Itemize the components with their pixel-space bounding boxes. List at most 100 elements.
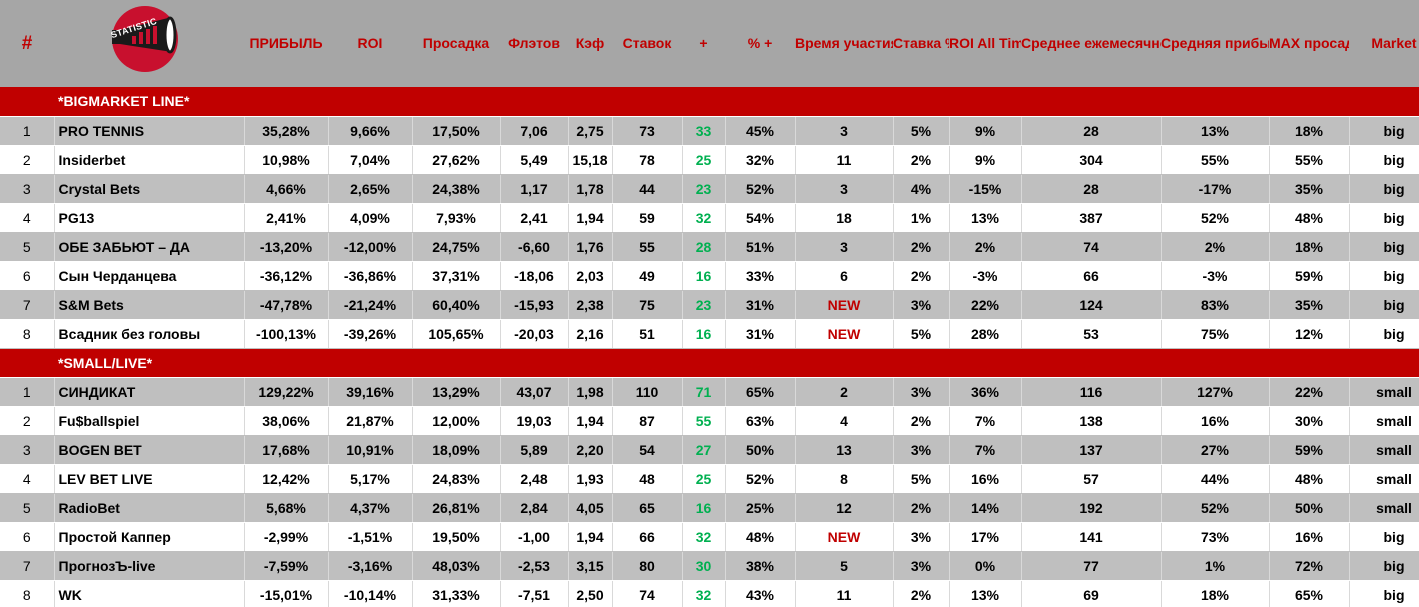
logo-cell: STATISTIC (54, 0, 244, 87)
cell-flats: 5,49 (500, 145, 569, 175)
cell-stake-percent: 1% (893, 203, 950, 233)
cell-roi-all-time: 14% (949, 493, 1022, 523)
cell-profit: -47,78% (244, 290, 329, 320)
cell-stake-percent: 3% (893, 377, 950, 407)
cell-drawdown: 13,29% (412, 377, 501, 407)
cell-stake-percent: 5% (893, 116, 950, 146)
cell-name: S&M Bets (54, 290, 245, 320)
cell-bets: 75 (612, 290, 683, 320)
cell-market: small (1349, 435, 1419, 465)
cell-avg-profit: 16% (1161, 406, 1270, 436)
header-odds: Кэф (575, 35, 605, 51)
cell-months: 5 (795, 551, 894, 581)
cell-avg-profit: 52% (1161, 203, 1270, 233)
cell-bets: 44 (612, 174, 683, 204)
cell-odds: 2,16 (568, 319, 613, 349)
cell-roi-all-time: 7% (949, 406, 1022, 436)
cell-avg-monthly-bets: 74 (1021, 232, 1162, 262)
cell-avg-profit: 75% (1161, 319, 1270, 349)
cell-stake-percent: 3% (893, 290, 950, 320)
cell-stake-percent: 2% (893, 493, 950, 523)
cell-roi-all-time: 0% (949, 551, 1022, 581)
cell-market: big (1349, 522, 1419, 552)
cell-profit: 2,41% (244, 203, 329, 233)
cell-drawdown: 7,93% (412, 203, 501, 233)
cell-plus: 25 (682, 145, 726, 175)
cell-max-drawdown: 18% (1269, 116, 1350, 146)
cell-stake-percent: 5% (893, 319, 950, 349)
cell-avg-monthly-bets: 57 (1021, 464, 1162, 494)
cell-roi: -12,00% (328, 232, 413, 262)
cell-roi: 4,37% (328, 493, 413, 523)
cell-drawdown: 17,50% (412, 116, 501, 146)
cell-odds: 1,93 (568, 464, 613, 494)
header-market: Market (1371, 35, 1417, 51)
cell-flats: 2,84 (500, 493, 569, 523)
cell-odds: 2,03 (568, 261, 613, 291)
cell-plus: 71 (682, 377, 726, 407)
cell-avg-profit: 127% (1161, 377, 1270, 407)
section-title: *BIGMARKET LINE* (0, 87, 1419, 117)
cell-stake-percent: 3% (893, 522, 950, 552)
cell-profit: -2,99% (244, 522, 329, 552)
cell-plus-percent: 38% (725, 551, 796, 581)
cell-plus-percent: 45% (725, 116, 796, 146)
cell-roi: -21,24% (328, 290, 413, 320)
cell-max-drawdown: 65% (1269, 580, 1350, 607)
cell-bets: 78 (612, 145, 683, 175)
cell-max-drawdown: 72% (1269, 551, 1350, 581)
cell-plus-percent: 32% (725, 145, 796, 175)
cell-drawdown: 18,09% (412, 435, 501, 465)
header-row: # STATISTIC ПРИБЫЛЬ ROI Просадка (0, 0, 1419, 87)
cell-odds: 1,76 (568, 232, 613, 262)
cell-stake-percent: 5% (893, 464, 950, 494)
cell-rank: 4 (0, 464, 55, 494)
cell-stake-percent: 2% (893, 145, 950, 175)
cell-plus-percent: 54% (725, 203, 796, 233)
cell-market: big (1349, 261, 1419, 291)
header-months: Время участия в месяцах (795, 35, 893, 51)
table-row: 1 PRO TENNIS 35,28% 9,66% 17,50% 7,06 2,75 73 33… (0, 116, 1419, 146)
cell-months: 8 (795, 464, 894, 494)
cell-plus: 33 (682, 116, 726, 146)
cell-plus: 28 (682, 232, 726, 262)
table-row: 8 Всадник без головы -100,13% -39,26% 105,65… (0, 319, 1419, 349)
cell-plus-percent: 31% (725, 319, 796, 349)
cell-odds: 1,94 (568, 203, 613, 233)
header-drawdown: Просадка (422, 35, 490, 51)
cell-profit: 10,98% (244, 145, 329, 175)
cell-bets: 59 (612, 203, 683, 233)
cell-odds: 2,75 (568, 116, 613, 146)
table-row: 6 Сын Черданцева -36,12% -36,86% 37,31% -18,0… (0, 261, 1419, 291)
cell-months: 4 (795, 406, 894, 436)
cell-max-drawdown: 55% (1269, 145, 1350, 175)
cell-market: small (1349, 406, 1419, 436)
cell-name: ОБЕ ЗАБЬЮТ – ДА (54, 232, 245, 262)
cell-rank: 7 (0, 551, 55, 581)
cell-bets: 54 (612, 435, 683, 465)
cell-market: big (1349, 580, 1419, 607)
cell-max-drawdown: 35% (1269, 290, 1350, 320)
cell-name: Insiderbet (54, 145, 245, 175)
cell-profit: -13,20% (244, 232, 329, 262)
header-profit: ПРИБЫЛЬ (249, 35, 323, 51)
cell-name: WK (54, 580, 245, 607)
cell-odds: 2,38 (568, 290, 613, 320)
cell-avg-monthly-bets: 124 (1021, 290, 1162, 320)
cell-months: 12 (795, 493, 894, 523)
cell-roi: 9,66% (328, 116, 413, 146)
cell-rank: 3 (0, 435, 55, 465)
cell-name: Всадник без головы (54, 319, 245, 349)
cell-avg-profit: 13% (1161, 116, 1270, 146)
header-stake-percent: Ставка % (893, 35, 949, 51)
cell-market: small (1349, 377, 1419, 407)
cell-profit: 35,28% (244, 116, 329, 146)
cell-months: 11 (795, 145, 894, 175)
cell-flats: 19,03 (500, 406, 569, 436)
cell-max-drawdown: 18% (1269, 232, 1350, 262)
header-plus: + (699, 35, 708, 51)
cell-name: ПрогнозЪ-live (54, 551, 245, 581)
cell-rank: 4 (0, 203, 55, 233)
cell-avg-profit: -17% (1161, 174, 1270, 204)
cell-plus-percent: 51% (725, 232, 796, 262)
